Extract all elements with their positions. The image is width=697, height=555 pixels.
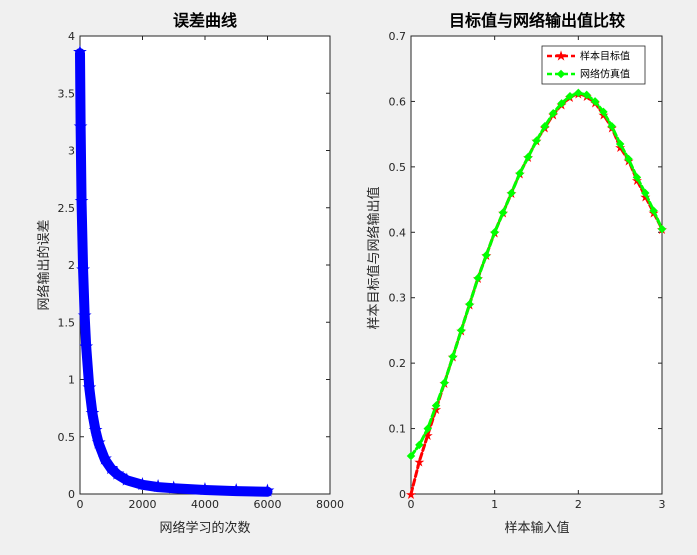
comparison-chart-series: ★★★★★★★★★★★★★★★★★★★★★★★★★★★★★★★ <box>405 88 668 503</box>
series-point: ★ <box>78 336 94 357</box>
x-tick-label: 0 <box>77 498 84 511</box>
x-tick-label: 0 <box>408 498 415 511</box>
x-tick-label: 2000 <box>129 498 157 511</box>
comparison-chart-title: 目标值与网络输出值比较 <box>449 11 625 30</box>
series-point: ★ <box>103 458 119 479</box>
series-point: ★ <box>88 420 104 441</box>
series-point: ★ <box>639 190 651 205</box>
comparison-chart: 目标值与网络输出值比较 样本输入值 样本目标值与网络输出值 0 1 2 3 0 0.1 0.… <box>366 11 668 536</box>
y-tick-label: 0.5 <box>389 161 407 174</box>
y-tick-label: 0.1 <box>389 423 407 436</box>
y-tick-label: 2 <box>68 259 75 272</box>
y-tick-label: 1 <box>68 374 75 387</box>
series-point: ★ <box>84 403 100 424</box>
y-tick-label: 3 <box>68 145 75 158</box>
series-point: ★ <box>430 403 442 418</box>
series-point <box>448 352 458 361</box>
y-tick-label: 0.3 <box>389 292 407 305</box>
series-point: ★ <box>166 477 182 498</box>
error-chart-title: 误差曲线 <box>173 11 237 30</box>
series-point: ★ <box>259 481 275 502</box>
y-tick-label: 0 <box>68 488 75 501</box>
series-point <box>498 208 508 217</box>
legend-marker-target: ★ <box>555 49 568 65</box>
series-point: ★ <box>81 378 97 399</box>
series-point: ★ <box>405 488 417 503</box>
comparison-chart-xlabel: 样本输入值 <box>504 520 569 536</box>
comparison-chart-ticks: 0 1 2 3 0 0.1 0.2 0.3 0.4 0.5 0.6 0.7 <box>389 30 666 511</box>
series-point: ★ <box>134 474 150 495</box>
y-tick-label: 2.5 <box>58 202 76 215</box>
y-tick-label: 0.5 <box>58 431 76 444</box>
series-point: ★ <box>97 449 113 470</box>
x-tick-label: 2 <box>575 498 582 511</box>
series-point: ★ <box>72 42 88 63</box>
y-tick-label: 3.5 <box>58 87 76 100</box>
y-tick-label: 1.5 <box>58 316 76 329</box>
comparison-chart-ylabel: 样本目标值与网络输出值 <box>366 186 382 329</box>
error-curve-chart: 误差曲线 网络学习的次数 网络输出的误差 0 2000 4000 6000 800000… <box>36 11 344 536</box>
series-point <box>423 424 432 433</box>
error-chart-ylabel: 网络输出的误差 <box>36 219 52 310</box>
series-point: ★ <box>614 141 626 156</box>
y-tick-label: 0.4 <box>389 226 407 239</box>
error-plot-area <box>79 35 331 495</box>
series-line-0 <box>75 48 273 497</box>
x-tick-label: 6000 <box>254 498 282 511</box>
series-point: ★ <box>75 260 91 281</box>
series-point: ★ <box>73 117 89 138</box>
series-point <box>465 300 474 309</box>
series-point <box>406 451 416 461</box>
series-point <box>431 401 441 410</box>
series-point: ★ <box>77 306 93 327</box>
legend-label-simulated: 网络仿真值 <box>580 68 630 81</box>
series-point <box>507 188 516 198</box>
series-point: ★ <box>73 191 89 212</box>
x-tick-label: 4000 <box>191 498 219 511</box>
series-point <box>490 228 499 237</box>
series-point <box>456 326 466 335</box>
x-tick-label: 8000 <box>316 498 344 511</box>
series-point <box>473 273 483 283</box>
y-tick-label: 0.6 <box>389 95 407 108</box>
series-point: ★ <box>91 433 107 454</box>
series-point: ★ <box>119 469 135 490</box>
legend: ★ 样本目标值 网络仿真值 <box>541 45 646 85</box>
y-tick-label: 0.7 <box>389 30 407 43</box>
error-chart-series: ★★★★★★★★★★★★★★ ★ ★ ★ ★ ★ ★ <box>72 42 276 502</box>
error-chart-ticks: 0 2000 4000 6000 8000 0 0.5 1 1.5 2 2.5 3 3.5 4 <box>58 30 345 511</box>
series-point: ★ <box>109 464 125 485</box>
legend-box <box>541 45 646 85</box>
series-point <box>482 250 491 260</box>
x-tick-label: 1 <box>491 498 498 511</box>
y-tick-label: 0 <box>399 488 406 501</box>
y-tick-label: 4 <box>68 30 75 43</box>
comparison-plot-area <box>410 35 663 495</box>
x-tick-label: 3 <box>659 498 666 511</box>
y-tick-label: 0.2 <box>389 357 407 370</box>
series-point: ★ <box>228 480 244 501</box>
series-point: ★ <box>414 455 426 470</box>
series-point: ★ <box>150 476 166 497</box>
series-point: ★ <box>422 429 434 444</box>
error-chart-xlabel: 网络学习的次数 <box>159 520 250 536</box>
legend-label-target: 样本目标值 <box>580 50 630 63</box>
series-point <box>415 440 424 450</box>
series-point: ★ <box>197 479 213 500</box>
series-point <box>440 378 449 388</box>
